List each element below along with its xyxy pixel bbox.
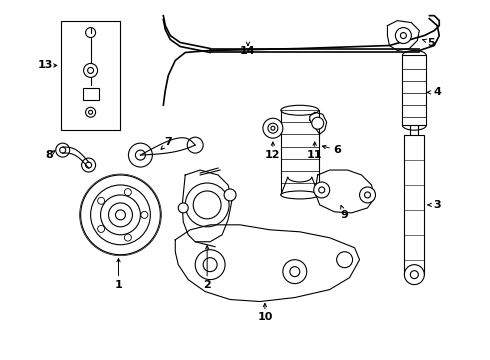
Circle shape: [360, 187, 375, 203]
Circle shape: [283, 260, 307, 284]
Circle shape: [365, 192, 370, 198]
Circle shape: [108, 203, 132, 227]
Bar: [83, 88, 98, 100]
Circle shape: [224, 189, 236, 201]
Circle shape: [98, 225, 105, 233]
Circle shape: [318, 187, 325, 193]
Circle shape: [98, 197, 105, 204]
Circle shape: [395, 28, 412, 44]
Text: 2: 2: [203, 280, 211, 289]
Text: 4: 4: [433, 87, 441, 97]
Circle shape: [86, 28, 96, 37]
Text: 10: 10: [257, 312, 272, 323]
Text: 9: 9: [341, 210, 348, 220]
Circle shape: [116, 210, 125, 220]
Circle shape: [404, 265, 424, 285]
Circle shape: [124, 189, 131, 195]
Circle shape: [91, 185, 150, 245]
Circle shape: [400, 32, 406, 39]
Text: 1: 1: [115, 280, 122, 289]
Text: 8: 8: [45, 150, 52, 160]
Circle shape: [135, 150, 146, 160]
Bar: [61, 21, 121, 130]
Circle shape: [82, 158, 96, 172]
Circle shape: [178, 203, 188, 213]
Circle shape: [268, 123, 278, 133]
Circle shape: [195, 250, 225, 280]
Text: 12: 12: [265, 150, 281, 160]
Ellipse shape: [281, 191, 318, 199]
Text: 6: 6: [334, 145, 342, 155]
Circle shape: [187, 137, 203, 153]
Circle shape: [86, 107, 96, 117]
Circle shape: [89, 110, 93, 114]
Circle shape: [263, 118, 283, 138]
Circle shape: [86, 162, 92, 168]
Circle shape: [185, 183, 229, 227]
Circle shape: [410, 271, 418, 279]
Circle shape: [56, 143, 70, 157]
Text: 3: 3: [434, 200, 441, 210]
Circle shape: [312, 117, 324, 129]
Circle shape: [88, 67, 94, 73]
Circle shape: [203, 258, 217, 272]
Text: 11: 11: [307, 150, 322, 160]
Text: 5: 5: [427, 37, 435, 48]
Circle shape: [141, 211, 148, 219]
Circle shape: [290, 267, 300, 276]
Circle shape: [314, 182, 330, 198]
Circle shape: [100, 195, 141, 235]
Text: 13: 13: [38, 60, 53, 71]
Circle shape: [124, 234, 131, 241]
Circle shape: [271, 126, 275, 130]
Ellipse shape: [281, 105, 318, 115]
Text: 7: 7: [165, 137, 172, 147]
Circle shape: [81, 175, 160, 255]
Circle shape: [128, 143, 152, 167]
Text: 14: 14: [240, 45, 256, 55]
Bar: [402, 55, 426, 125]
Bar: [404, 135, 424, 275]
Circle shape: [337, 252, 353, 268]
Circle shape: [84, 63, 98, 77]
Circle shape: [193, 191, 221, 219]
Circle shape: [60, 147, 66, 153]
